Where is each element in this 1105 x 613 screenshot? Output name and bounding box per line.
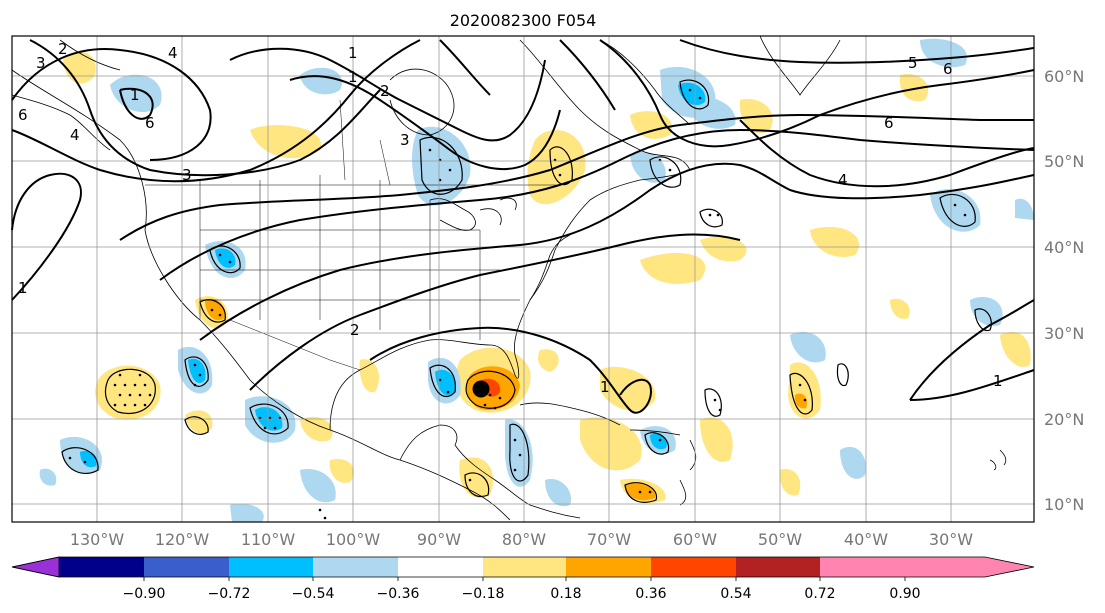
lon-label: 50°W [758, 530, 802, 549]
contour-label-group: 2 3 4 6 1 2 3 6 3 1 4 5 6 6 4 1 1 2 1 1 [18, 40, 1003, 396]
lon-label: 40°W [844, 530, 888, 549]
colorbar-tick-label: 0.18 [550, 586, 581, 602]
contour-label: 1 [18, 279, 28, 297]
colorbar-segment [905, 557, 985, 577]
colorbar-segment [398, 557, 483, 577]
colorbar-segment [144, 557, 229, 577]
colorbar-segment [229, 557, 313, 577]
contour-label: 1 [600, 378, 610, 396]
lon-label: 60°W [673, 530, 717, 549]
colorbar: −0.90 −0.72 −0.54 −0.36 −0.18 0.18 0.36 … [11, 556, 1035, 602]
lat-label: 30°N [1044, 324, 1084, 343]
lat-label: 60°N [1044, 67, 1084, 86]
colorbar-tick-label: −0.54 [292, 586, 335, 602]
contour-label: 2 [380, 82, 390, 100]
colorbar-segment [59, 557, 144, 577]
significance-outlines [61, 79, 992, 503]
latitude-labels: 60°N 50°N 40°N 30°N 20°N 10°N [1044, 67, 1084, 514]
colorbar-arrow-high [985, 557, 1034, 577]
contour-label: 2 [350, 321, 360, 339]
coastlines [11, 35, 1007, 521]
contour-label: 1 [130, 86, 140, 104]
lat-label: 40°N [1044, 238, 1084, 257]
colorbar-outline [11, 556, 1035, 578]
contour-label: 4 [168, 44, 178, 62]
colorbar-segment [313, 557, 398, 577]
lat-label: 20°N [1044, 410, 1084, 429]
lon-label: 100°W [326, 530, 381, 549]
lat-label: 10°N [1044, 495, 1084, 514]
lon-label: 90°W [417, 530, 461, 549]
colorbar-tick-label: −0.36 [377, 586, 420, 602]
colorbar-segment [736, 557, 820, 577]
lon-label: 130°W [70, 530, 125, 549]
contour-lines [11, 39, 1035, 414]
colorbar-tick-label: −0.18 [462, 586, 505, 602]
contour-label: 3 [36, 54, 46, 72]
colorbar-tick-label: 0.90 [889, 586, 920, 602]
contour-label: 4 [70, 126, 80, 144]
contour-label: 4 [838, 171, 848, 189]
lon-label: 80°W [502, 530, 546, 549]
colorbar-arrow-low [11, 556, 60, 578]
lon-label: 120°W [155, 530, 210, 549]
contour-label: 3 [182, 166, 192, 184]
storm-center-marker [472, 380, 490, 398]
political-borders [145, 99, 560, 371]
colorbar-tick-label: −0.90 [123, 586, 166, 602]
colorbar-segment [566, 557, 651, 577]
contour-label: 6 [943, 60, 953, 78]
map-panel: 2 3 4 6 1 2 3 6 3 1 4 5 6 6 4 1 1 2 1 1 [11, 35, 1035, 523]
contour-label: 1 [348, 44, 358, 62]
contour-label: 6 [18, 106, 28, 124]
map-frame [11, 35, 1035, 523]
colorbar-tick-label: 0.54 [720, 586, 751, 602]
colorbar-tick-label: 0.36 [635, 586, 666, 602]
lat-label: 50°N [1044, 152, 1084, 171]
colorbar-segment [483, 557, 566, 577]
contour-label: 5 [908, 54, 918, 72]
colorbar-tick-label: 0.72 [804, 586, 835, 602]
map-title: 2020082300 F054 [450, 11, 597, 30]
graticule [12, 36, 1034, 522]
contour-label: 2 [58, 40, 68, 58]
longitude-labels: 130°W 120°W 110°W 100°W 90°W 80°W 70°W 6… [70, 530, 973, 549]
lon-label: 70°W [587, 530, 631, 549]
lon-label: 110°W [241, 530, 296, 549]
contour-label: 1 [348, 68, 358, 86]
contour-label: 6 [145, 114, 155, 132]
contour-label: 1 [993, 372, 1003, 390]
lon-label: 30°W [929, 530, 973, 549]
colorbar-tick-label: −0.72 [208, 586, 251, 602]
colorbar-segment [820, 557, 905, 577]
contour-label: 3 [400, 131, 410, 149]
contour-label: 6 [884, 114, 894, 132]
colorbar-segment [651, 557, 736, 577]
